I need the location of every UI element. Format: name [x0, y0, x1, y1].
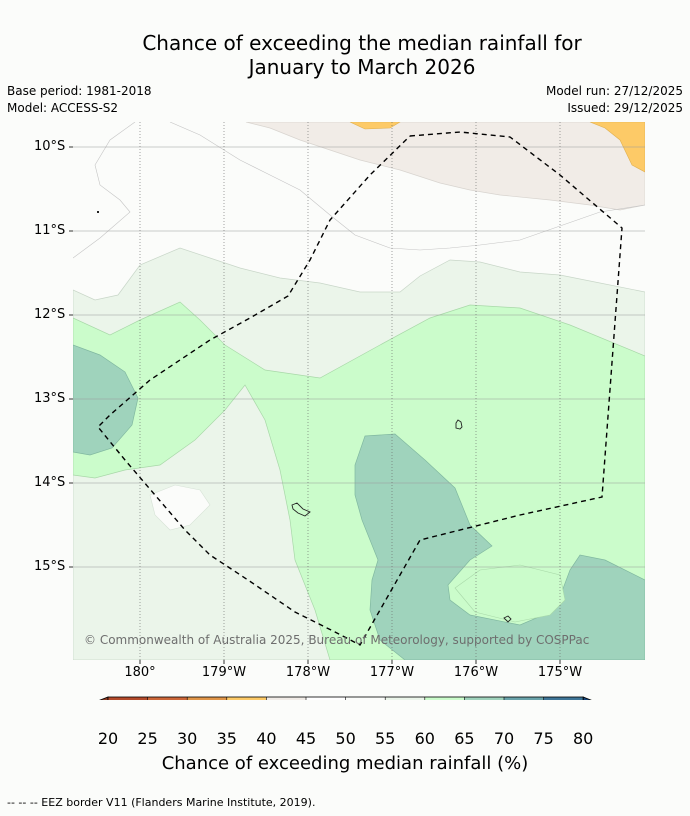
colorbar-label-45: 45	[295, 729, 317, 748]
colorbar-segment-20-25	[108, 697, 148, 700]
title-line-1: Chance of exceeding the median rainfall …	[142, 31, 582, 55]
colorbar-label-20: 20	[97, 729, 119, 748]
graticule	[73, 122, 645, 660]
lon-label-177w: 177°W	[369, 665, 415, 680]
lat-label-11s: 11°S	[34, 223, 66, 238]
island-futuna	[291, 502, 311, 517]
colorbar-segment-70-75	[504, 697, 544, 700]
model-name: Model: ACCESS-S2	[7, 101, 119, 115]
colorbar-segment-65-70	[464, 697, 504, 700]
colorbar-segment-30-35	[187, 697, 227, 700]
contour-40-45-north	[245, 122, 645, 211]
colorbar-label-40: 40	[256, 729, 277, 748]
lon-label-178w: 178°W	[285, 665, 331, 680]
colorbar	[99, 696, 592, 700]
title-line-2: January to March 2026	[248, 55, 476, 79]
lat-label-10s: 10°S	[34, 139, 66, 154]
colorbar-title: Chance of exceeding median rainfall (%)	[161, 753, 529, 774]
eez-border	[97, 131, 623, 646]
axis-ticks	[69, 146, 561, 664]
lon-label-179w: 179°W	[201, 665, 247, 680]
lat-label-14s: 14°S	[34, 475, 66, 490]
lon-label-175w: 175°W	[537, 665, 583, 680]
colorbar-segment-45-50	[306, 697, 346, 700]
model-run: Model run: 27/12/2025	[545, 84, 683, 98]
lat-label-13s: 13°S	[34, 391, 66, 406]
contour-65-70-west	[73, 344, 139, 456]
colorbar-label-55: 55	[375, 729, 396, 748]
colorbar-label-30: 30	[177, 729, 198, 748]
colorbar-segment-40-45	[266, 697, 306, 700]
lon-label-180: 180°	[124, 665, 156, 680]
colorbar-segment-35-40	[226, 697, 267, 700]
colorbar-label-80: 80	[573, 729, 594, 748]
colorbar-label-50: 50	[335, 729, 356, 748]
colorbar-label-65: 65	[454, 729, 475, 748]
base-period: Base period: 1981-2018	[7, 84, 152, 98]
colorbar-label-75: 75	[533, 729, 554, 748]
colorbar-low-arrow	[99, 696, 109, 700]
rainfall-map	[69, 122, 645, 700]
lat-label-15s: 15°S	[34, 559, 66, 574]
issued-date: Issued: 29/12/2025	[567, 101, 683, 115]
contour-65-70-central	[354, 433, 645, 660]
island-small-east	[503, 615, 512, 623]
contour-35-40-a	[349, 122, 401, 130]
copyright-notice: © Commonwealth of Australia 2025, Bureau…	[84, 633, 590, 647]
meta-left: Base period: 1981-2018 Model: ACCESS-S2	[7, 83, 152, 117]
lat-label-12s: 12°S	[34, 307, 66, 322]
colorbar-label-35: 35	[216, 729, 237, 748]
contour-line-north-a	[73, 122, 136, 259]
colorbar-segment-25-30	[147, 697, 188, 700]
eez-footnote: -- -- -- EEZ border V11 (Flanders Marine…	[7, 796, 316, 809]
contour-white-patch	[149, 484, 211, 531]
colorbar-high-arrow	[582, 696, 592, 700]
colorbar-label-70: 70	[493, 729, 515, 748]
contour-35-40-b	[589, 122, 645, 173]
colorbar-label-25: 25	[137, 729, 158, 748]
colorbar-segment-75-80	[543, 697, 584, 700]
island-wallis	[455, 419, 463, 430]
contour-60-65-southeast	[454, 564, 566, 623]
meta-right: Model run: 27/12/2025 Issued: 29/12/2025	[546, 83, 683, 117]
contour-line-north-b	[169, 122, 645, 251]
colorbar-label-60: 60	[414, 729, 435, 748]
colorbar-segment-60-65	[424, 697, 465, 700]
colorbar-segment-55-60	[385, 697, 425, 700]
island-dot-northwest	[97, 211, 99, 213]
chart-title: Chance of exceeding the median rainfall …	[0, 31, 690, 79]
colorbar-segment-50-55	[345, 697, 386, 700]
lon-label-176w: 176°W	[453, 665, 499, 680]
